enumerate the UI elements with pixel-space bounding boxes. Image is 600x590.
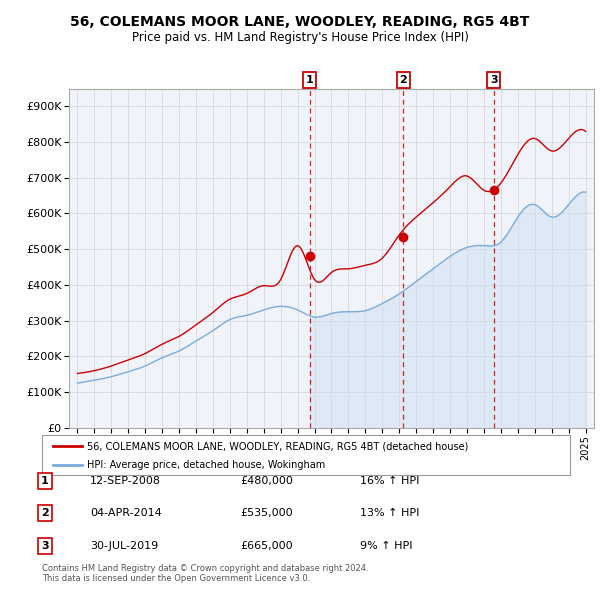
Text: 13% ↑ HPI: 13% ↑ HPI — [360, 509, 419, 518]
Text: 1: 1 — [41, 476, 49, 486]
FancyBboxPatch shape — [42, 435, 570, 475]
Text: 3: 3 — [490, 75, 497, 85]
Text: 56, COLEMANS MOOR LANE, WOODLEY, READING, RG5 4BT (detached house): 56, COLEMANS MOOR LANE, WOODLEY, READING… — [87, 441, 468, 451]
Text: 1: 1 — [306, 75, 314, 85]
Text: £535,000: £535,000 — [240, 509, 293, 518]
Text: 3: 3 — [41, 541, 49, 550]
Text: 2: 2 — [41, 509, 49, 518]
Text: 16% ↑ HPI: 16% ↑ HPI — [360, 476, 419, 486]
Text: 9% ↑ HPI: 9% ↑ HPI — [360, 541, 413, 550]
Text: £665,000: £665,000 — [240, 541, 293, 550]
Text: 56, COLEMANS MOOR LANE, WOODLEY, READING, RG5 4BT: 56, COLEMANS MOOR LANE, WOODLEY, READING… — [70, 15, 530, 29]
Text: HPI: Average price, detached house, Wokingham: HPI: Average price, detached house, Woki… — [87, 460, 325, 470]
Text: £480,000: £480,000 — [240, 476, 293, 486]
Text: 04-APR-2014: 04-APR-2014 — [90, 509, 162, 518]
Text: Price paid vs. HM Land Registry's House Price Index (HPI): Price paid vs. HM Land Registry's House … — [131, 31, 469, 44]
Text: 30-JUL-2019: 30-JUL-2019 — [90, 541, 158, 550]
Text: Contains HM Land Registry data © Crown copyright and database right 2024.
This d: Contains HM Land Registry data © Crown c… — [42, 563, 368, 583]
Text: 12-SEP-2008: 12-SEP-2008 — [90, 476, 161, 486]
Text: 2: 2 — [400, 75, 407, 85]
